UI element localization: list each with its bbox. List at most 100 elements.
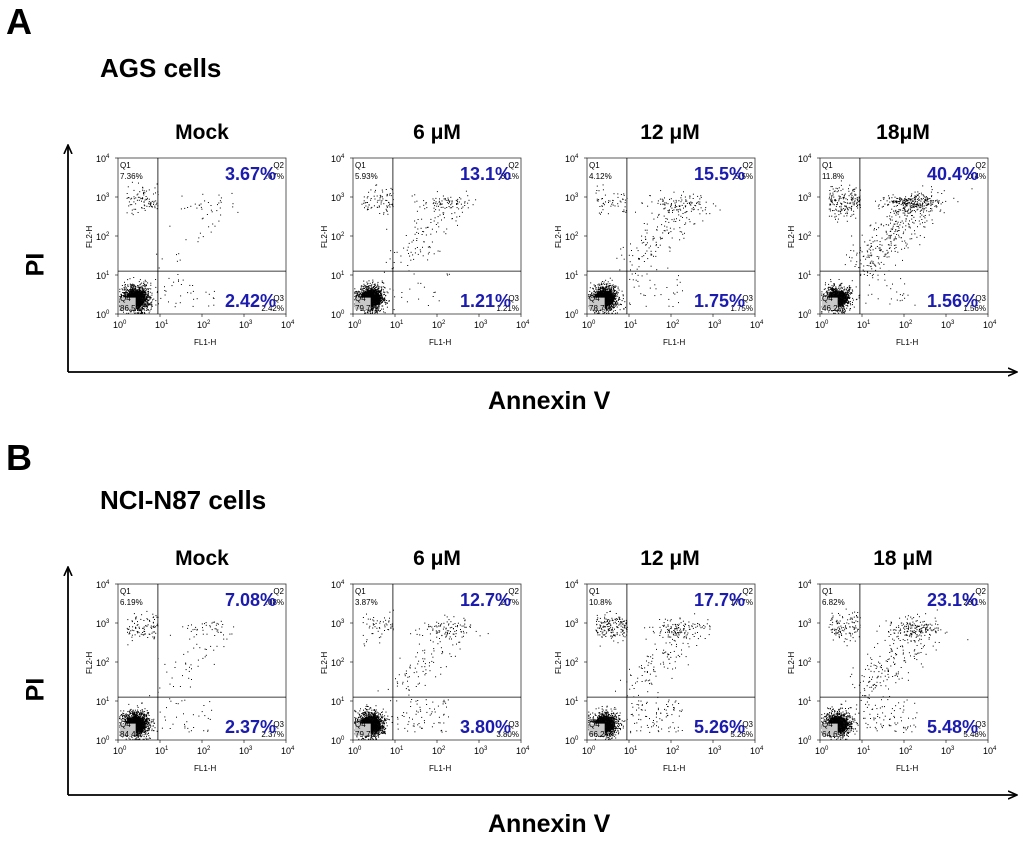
event-dot — [914, 304, 916, 306]
event-dot — [631, 264, 633, 266]
event-dot — [659, 198, 661, 200]
event-dot — [684, 196, 686, 198]
event-dot — [146, 296, 147, 298]
event-dot — [594, 285, 596, 287]
event-dot — [689, 197, 691, 199]
event-dot — [643, 294, 645, 296]
event-dot — [369, 289, 371, 291]
event-dot — [375, 289, 377, 291]
event-dot — [652, 236, 654, 238]
event-dot — [673, 200, 675, 202]
event-dot — [467, 195, 469, 197]
event-dot — [618, 298, 620, 300]
event-dot — [423, 200, 425, 202]
event-dot — [704, 209, 706, 211]
event-dot — [369, 309, 371, 311]
event-dot — [388, 300, 390, 301]
event-dot — [434, 291, 436, 293]
event-dot — [435, 224, 437, 225]
event-dot — [373, 289, 375, 291]
event-dot — [685, 200, 687, 202]
event-dot — [444, 207, 446, 209]
event-dot — [206, 214, 208, 215]
event-dot — [442, 214, 444, 215]
event-dot — [630, 243, 631, 245]
event-dot — [614, 299, 616, 300]
event-dot — [171, 285, 173, 287]
event-dot — [617, 303, 619, 305]
event-dot — [619, 303, 621, 305]
event-dot — [422, 255, 424, 257]
event-dot — [140, 198, 142, 200]
event-dot — [620, 248, 622, 250]
event-dot — [661, 198, 663, 200]
event-dot — [599, 289, 601, 291]
event-dot — [447, 199, 449, 201]
event-dot — [700, 207, 702, 209]
event-dot — [380, 297, 382, 299]
event-dot — [124, 281, 125, 283]
event-dot — [145, 304, 147, 306]
event-dot — [441, 219, 442, 221]
event-dot — [128, 197, 130, 199]
event-dot — [133, 287, 135, 289]
event-dot — [138, 309, 140, 311]
event-dot — [847, 293, 849, 295]
quadrant-q4-tag: Q4 — [589, 294, 600, 303]
event-dot — [150, 204, 151, 206]
late-apoptosis-percent: 3.67% — [225, 164, 276, 184]
event-dot — [615, 285, 617, 287]
event-dot — [145, 281, 147, 283]
event-dot — [390, 250, 392, 252]
event-dot — [669, 250, 671, 252]
event-dot — [139, 279, 141, 281]
event-dot — [139, 284, 141, 286]
event-dot — [356, 296, 358, 298]
event-dot — [464, 202, 466, 204]
event-dot — [606, 284, 607, 286]
event-dot — [625, 306, 626, 308]
event-dot — [905, 242, 907, 244]
event-dot — [616, 306, 618, 308]
event-dot — [418, 232, 419, 234]
event-dot — [144, 303, 146, 305]
event-dot — [375, 307, 377, 309]
event-dot — [414, 201, 416, 203]
event-dot — [412, 254, 414, 256]
event-dot — [153, 203, 154, 205]
event-dot — [438, 201, 440, 203]
event-dot — [920, 204, 921, 206]
event-dot — [381, 200, 383, 202]
event-dot — [598, 283, 600, 285]
event-dot — [383, 286, 385, 288]
event-dot — [637, 280, 639, 282]
event-dot — [123, 292, 125, 293]
event-dot — [366, 197, 368, 199]
event-dot — [370, 287, 372, 289]
event-dot — [612, 304, 614, 306]
event-dot — [389, 288, 391, 290]
event-dot — [891, 228, 893, 230]
event-dot — [616, 290, 618, 292]
quadrant-q1-value: 4.12% — [589, 172, 612, 181]
event-dot — [444, 198, 446, 200]
y-tick-label: 103 — [565, 193, 579, 203]
event-dot — [130, 284, 132, 286]
event-dot — [141, 308, 143, 310]
event-dot — [657, 200, 659, 202]
event-dot — [886, 216, 888, 218]
event-dot — [126, 197, 128, 199]
event-dot — [685, 205, 687, 207]
event-dot — [594, 290, 595, 292]
event-dot — [365, 312, 367, 314]
event-dot — [139, 305, 141, 307]
event-dot — [670, 198, 672, 200]
event-dot — [121, 285, 123, 286]
event-dot — [365, 289, 367, 291]
event-dot — [434, 217, 436, 219]
event-dot — [137, 308, 139, 310]
x-tick-label: 102 — [197, 320, 211, 330]
event-dot — [144, 294, 146, 296]
event-dot — [382, 196, 383, 198]
event-dot — [924, 208, 926, 210]
